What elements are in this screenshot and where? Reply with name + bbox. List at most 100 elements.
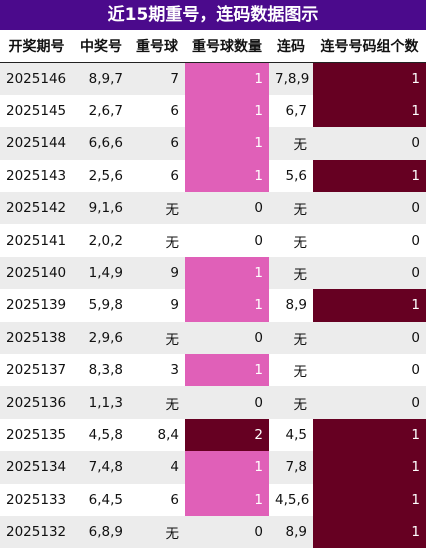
page-title: 近15期重号，连码数据图示 [0, 0, 426, 30]
cell-consecutive-groups: 1 [313, 451, 426, 483]
cell-numbers: 7,4,8 [73, 451, 129, 483]
cell-repeat: 3 [129, 354, 185, 386]
cell-consecutive-groups: 0 [313, 224, 426, 256]
cell-consecutive-groups: 1 [313, 95, 426, 127]
cell-repeat-count: 0 [185, 386, 269, 418]
cell-repeat-count: 1 [185, 289, 269, 321]
cell-repeat: 4 [129, 451, 185, 483]
cell-repeat-count: 1 [185, 63, 269, 95]
cell-period: 2025135 [0, 419, 73, 451]
cell-period: 2025142 [0, 192, 73, 224]
cell-numbers: 1,1,3 [73, 386, 129, 418]
cell-consecutive: 无 [269, 354, 313, 386]
cell-consecutive: 7,8 [269, 451, 313, 483]
cell-consecutive: 无 [269, 257, 313, 289]
cell-numbers: 9,1,6 [73, 192, 129, 224]
cell-period: 2025141 [0, 224, 73, 256]
cell-repeat: 7 [129, 63, 185, 95]
cell-consecutive-groups: 1 [313, 160, 426, 192]
cell-numbers: 1,4,9 [73, 257, 129, 289]
cell-repeat-count: 0 [185, 192, 269, 224]
header-consecutive-groups: 连号号码组个数 [313, 30, 426, 63]
header-period: 开奖期号 [0, 30, 73, 63]
cell-numbers: 2,5,6 [73, 160, 129, 192]
cell-repeat: 6 [129, 127, 185, 159]
cell-consecutive-groups: 1 [313, 63, 426, 95]
cell-consecutive: 8,9 [269, 516, 313, 548]
cell-repeat-count: 1 [185, 160, 269, 192]
cell-repeat-count: 1 [185, 354, 269, 386]
cell-repeat: 无 [129, 192, 185, 224]
cell-period: 2025144 [0, 127, 73, 159]
cell-repeat: 9 [129, 257, 185, 289]
cell-numbers: 8,3,8 [73, 354, 129, 386]
cell-repeat-count: 1 [185, 451, 269, 483]
cell-repeat-count: 1 [185, 127, 269, 159]
cell-repeat: 6 [129, 95, 185, 127]
cell-consecutive: 无 [269, 386, 313, 418]
cell-numbers: 4,5,8 [73, 419, 129, 451]
cell-period: 2025133 [0, 484, 73, 516]
cell-period: 2025139 [0, 289, 73, 321]
cell-consecutive-groups: 1 [313, 419, 426, 451]
cell-repeat: 无 [129, 322, 185, 354]
cell-consecutive-groups: 0 [313, 322, 426, 354]
cell-consecutive: 6,7 [269, 95, 313, 127]
cell-period: 2025138 [0, 322, 73, 354]
cell-repeat: 8,4 [129, 419, 185, 451]
cell-period: 2025134 [0, 451, 73, 483]
cell-consecutive: 5,6 [269, 160, 313, 192]
cell-numbers: 5,9,8 [73, 289, 129, 321]
cell-repeat-count: 1 [185, 95, 269, 127]
header-consecutive: 连码 [269, 30, 313, 63]
cell-numbers: 8,9,7 [73, 63, 129, 95]
cell-consecutive: 7,8,9 [269, 63, 313, 95]
cell-consecutive-groups: 1 [313, 516, 426, 548]
cell-repeat-count: 0 [185, 516, 269, 548]
cell-consecutive: 无 [269, 127, 313, 159]
cell-repeat-count: 2 [185, 419, 269, 451]
cell-period: 2025146 [0, 63, 73, 95]
cell-period: 2025132 [0, 516, 73, 548]
cell-consecutive-groups: 1 [313, 484, 426, 516]
cell-period: 2025137 [0, 354, 73, 386]
cell-consecutive-groups: 0 [313, 127, 426, 159]
cell-consecutive-groups: 0 [313, 386, 426, 418]
cell-consecutive: 4,5 [269, 419, 313, 451]
cell-numbers: 6,6,6 [73, 127, 129, 159]
cell-numbers: 2,9,6 [73, 322, 129, 354]
cell-consecutive: 8,9 [269, 289, 313, 321]
cell-numbers: 6,8,9 [73, 516, 129, 548]
table-header-row: 开奖期号 中奖号 重号球 重号球数量 连码 连号号码组个数 [0, 30, 426, 63]
cell-period: 2025136 [0, 386, 73, 418]
cell-repeat: 无 [129, 516, 185, 548]
cell-consecutive-groups: 0 [313, 192, 426, 224]
cell-repeat-count: 1 [185, 484, 269, 516]
cell-repeat-count: 0 [185, 224, 269, 256]
cell-repeat: 9 [129, 289, 185, 321]
cell-consecutive: 4,5,6 [269, 484, 313, 516]
cell-numbers: 2,6,7 [73, 95, 129, 127]
cell-period: 2025140 [0, 257, 73, 289]
cell-repeat: 6 [129, 484, 185, 516]
cell-repeat: 无 [129, 386, 185, 418]
cell-repeat: 无 [129, 224, 185, 256]
cell-consecutive: 无 [269, 192, 313, 224]
header-repeat-count: 重号球数量 [185, 30, 269, 63]
cell-period: 2025143 [0, 160, 73, 192]
cell-consecutive-groups: 1 [313, 289, 426, 321]
cell-period: 2025145 [0, 95, 73, 127]
